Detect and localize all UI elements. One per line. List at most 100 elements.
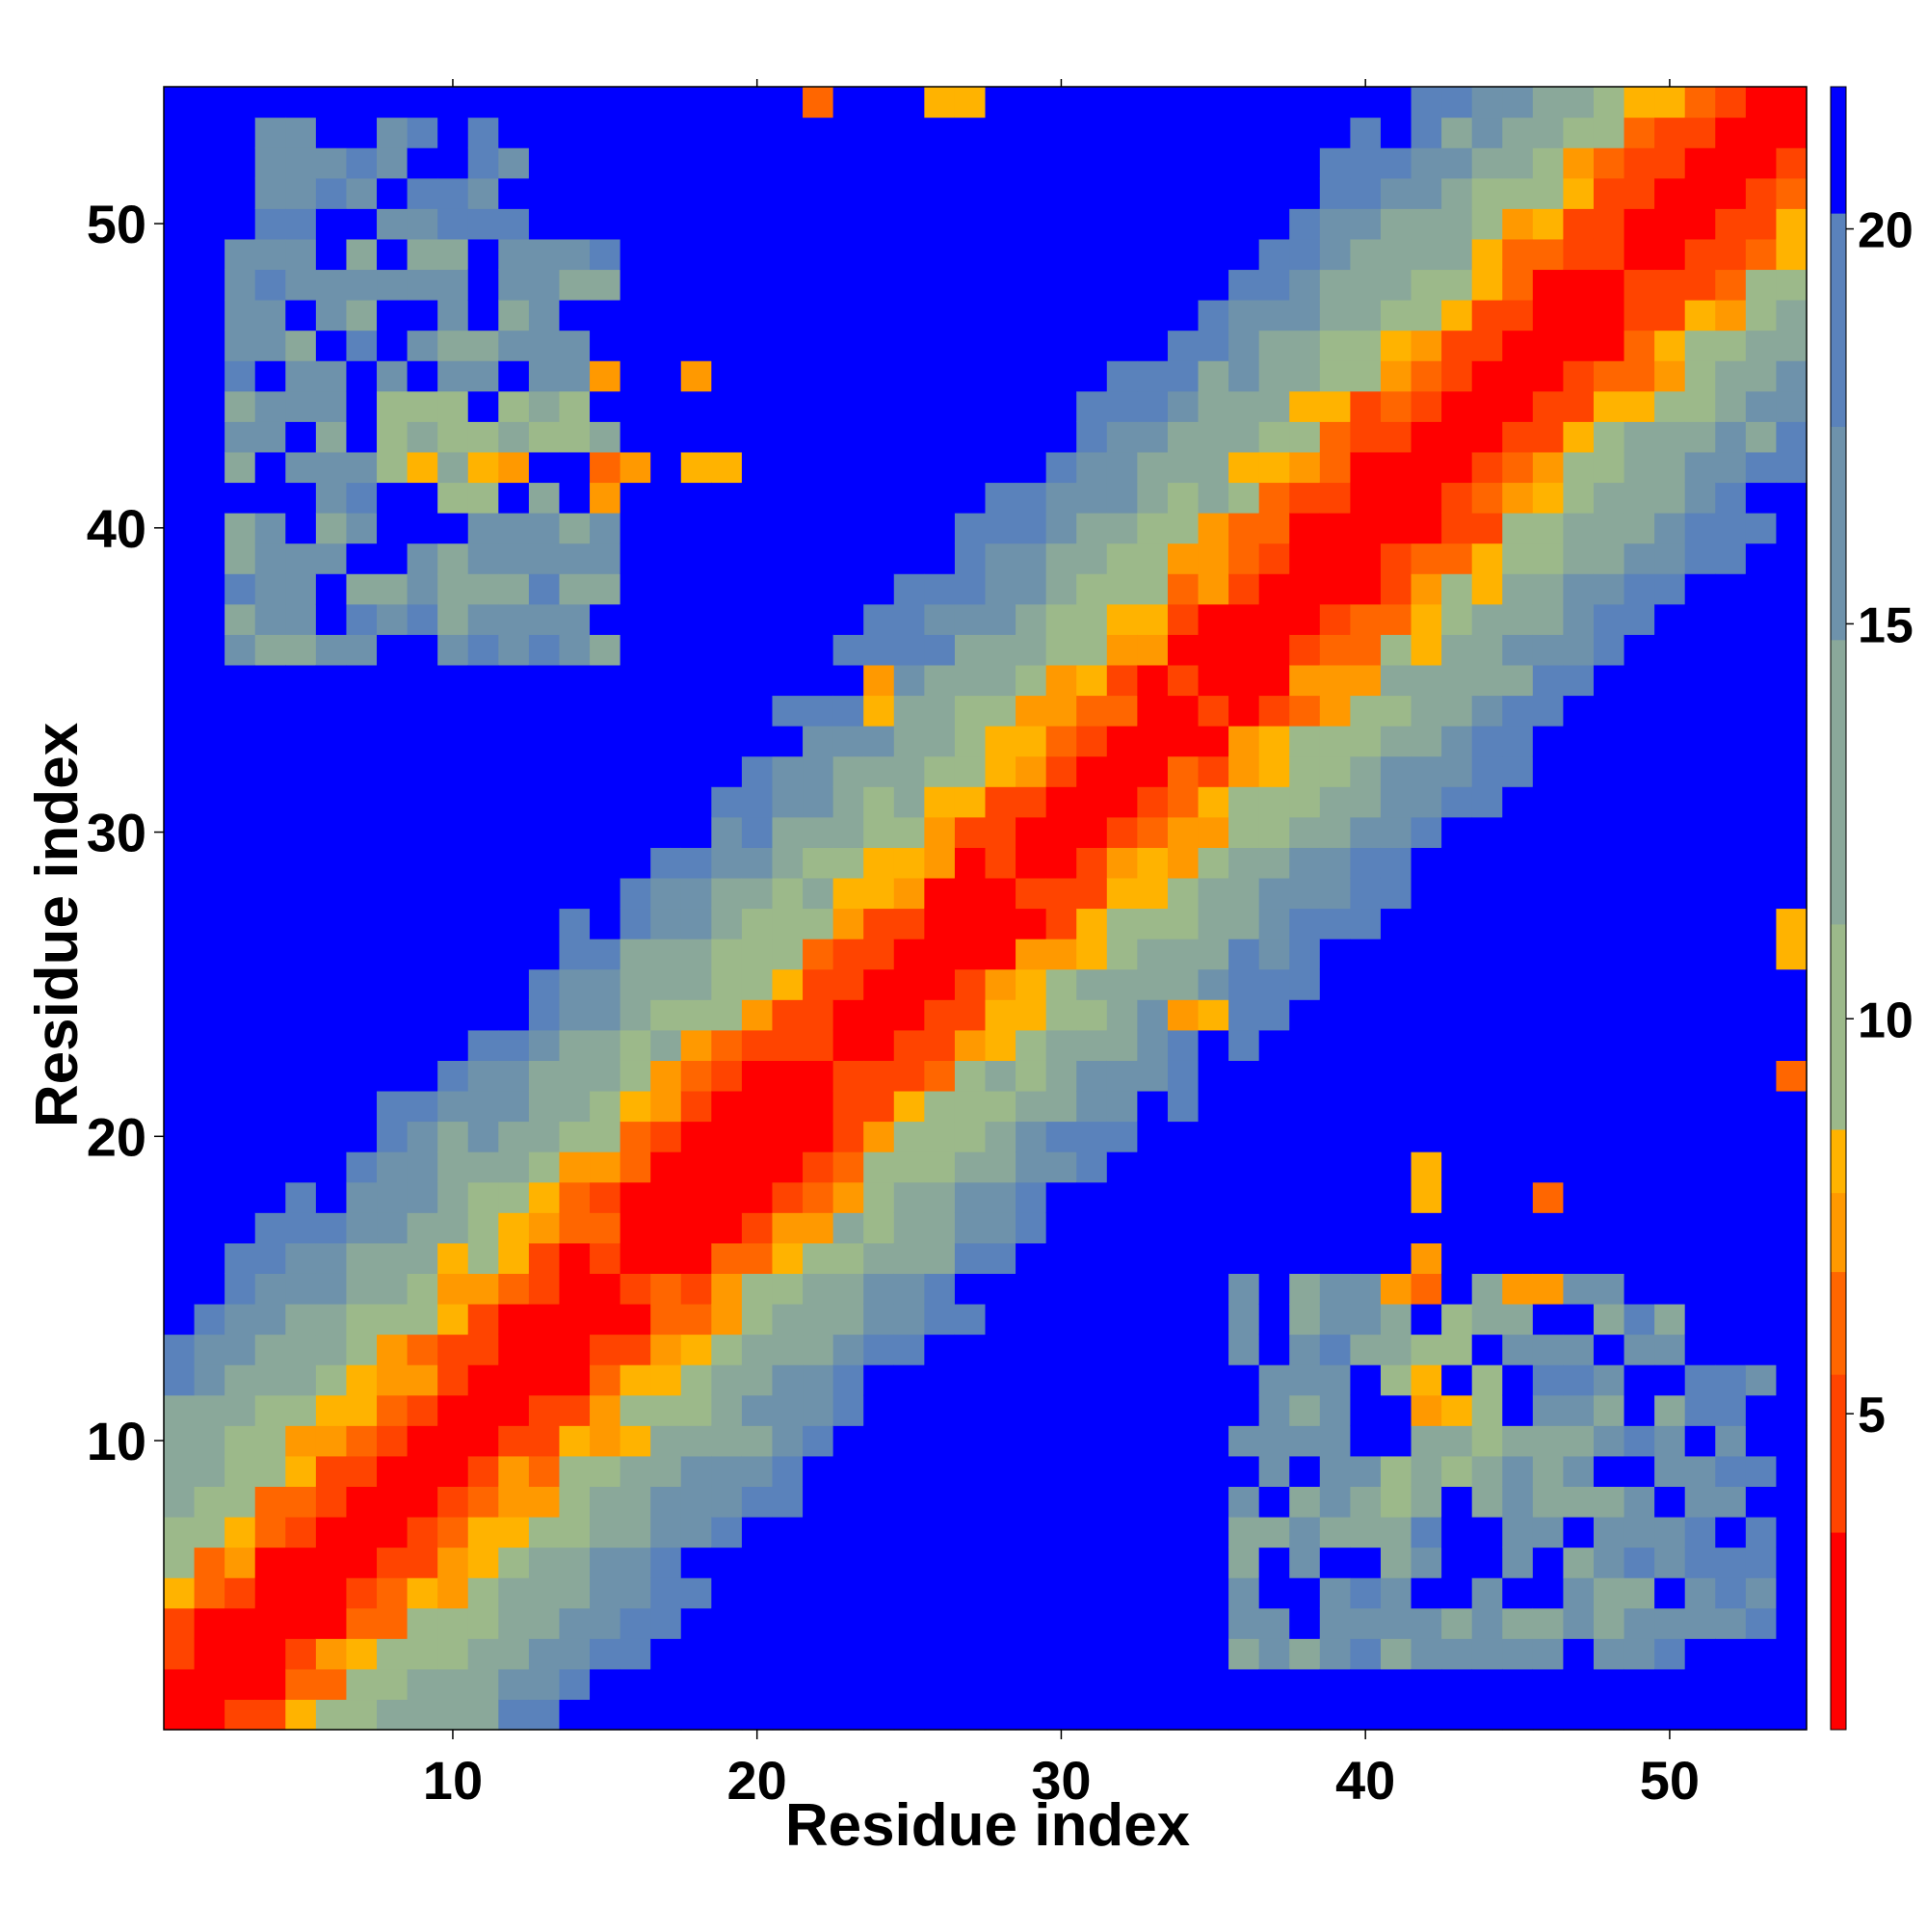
heatmap-cell xyxy=(1502,939,1534,970)
heatmap-cell xyxy=(1198,300,1229,331)
heatmap-cell xyxy=(1045,117,1077,148)
heatmap-cell xyxy=(346,1516,378,1548)
heatmap-cell xyxy=(1502,786,1534,818)
heatmap-cell xyxy=(1471,1699,1503,1731)
heatmap-cell xyxy=(1045,908,1077,940)
heatmap-cell xyxy=(315,999,348,1031)
heatmap-cell xyxy=(741,1121,774,1152)
heatmap-cell xyxy=(711,147,743,179)
heatmap-cell xyxy=(407,1699,438,1731)
heatmap-cell xyxy=(224,1303,256,1336)
heatmap-cell xyxy=(650,664,682,697)
heatmap-cell xyxy=(1441,634,1473,666)
heatmap-cell xyxy=(863,1425,895,1457)
heatmap-cell xyxy=(559,1029,591,1061)
heatmap-cell xyxy=(315,1303,348,1336)
heatmap-cell xyxy=(164,755,196,787)
heatmap-cell xyxy=(1502,1151,1534,1183)
heatmap-cell xyxy=(620,117,651,148)
heatmap-cell xyxy=(832,1181,864,1213)
heatmap-cell xyxy=(1684,1486,1716,1518)
heatmap-cell xyxy=(498,269,530,301)
heatmap-cell xyxy=(346,360,378,392)
heatmap-cell xyxy=(1563,451,1595,484)
heatmap-cell xyxy=(164,1547,196,1578)
heatmap-cell xyxy=(1198,1121,1229,1152)
heatmap-cell xyxy=(224,1638,256,1670)
heatmap-cell xyxy=(528,421,561,453)
heatmap-cell xyxy=(741,543,774,574)
heatmap-cell xyxy=(1502,330,1534,361)
heatmap-cell xyxy=(1106,238,1138,271)
heatmap-cell xyxy=(954,1334,987,1365)
heatmap-cell xyxy=(954,1090,987,1123)
heatmap-cell xyxy=(559,1151,591,1183)
heatmap-cell xyxy=(1016,726,1047,757)
heatmap-cell xyxy=(1776,1090,1808,1123)
heatmap-cell xyxy=(1715,1577,1747,1609)
heatmap-cell xyxy=(1076,1668,1108,1701)
heatmap-cell xyxy=(680,147,712,179)
heatmap-cell xyxy=(985,1181,1016,1213)
heatmap-cell xyxy=(1502,1394,1534,1426)
heatmap-cell xyxy=(1502,634,1534,666)
heatmap-cell xyxy=(1441,1577,1473,1609)
heatmap-cell xyxy=(650,573,682,605)
heatmap-cell xyxy=(1532,816,1564,848)
heatmap-cell xyxy=(741,603,774,635)
heatmap-cell xyxy=(1411,451,1442,484)
heatmap-cell xyxy=(1684,1455,1716,1487)
heatmap-cell xyxy=(863,1029,895,1061)
heatmap-cell xyxy=(1532,513,1564,544)
heatmap-cell xyxy=(680,755,712,787)
heatmap-cell xyxy=(1471,87,1503,119)
heatmap-cell xyxy=(1745,1242,1778,1274)
heatmap-cell xyxy=(924,1060,956,1092)
heatmap-cell xyxy=(1016,1607,1047,1639)
heatmap-cell xyxy=(346,1303,378,1336)
heatmap-cell xyxy=(954,1455,987,1487)
heatmap-cell xyxy=(1016,1455,1047,1487)
heatmap-cell xyxy=(1502,482,1534,514)
heatmap-cell xyxy=(985,421,1016,453)
colorbar-band xyxy=(1831,1192,1846,1273)
heatmap-cell xyxy=(1532,877,1564,910)
heatmap-cell xyxy=(893,300,925,331)
heatmap-cell xyxy=(924,1364,956,1396)
heatmap-cell xyxy=(954,1029,987,1061)
heatmap-cell xyxy=(164,451,196,484)
heatmap-cell xyxy=(1016,695,1047,727)
heatmap-cell xyxy=(1319,664,1351,697)
heatmap-cell xyxy=(1532,1638,1564,1670)
heatmap-cell xyxy=(1258,1455,1290,1487)
heatmap-cell xyxy=(1016,1212,1047,1244)
heatmap-cell xyxy=(863,360,895,392)
heatmap-cell xyxy=(467,1212,499,1244)
heatmap-cell xyxy=(1016,482,1047,514)
heatmap-cell xyxy=(559,1303,591,1336)
heatmap-cell xyxy=(832,634,864,666)
heatmap-cell xyxy=(528,634,561,666)
heatmap-cell xyxy=(1137,1547,1169,1578)
heatmap-cell xyxy=(1350,573,1382,605)
heatmap-cell xyxy=(1319,573,1351,605)
heatmap-cell xyxy=(711,1607,743,1639)
heatmap-cell xyxy=(377,603,409,635)
heatmap-cell xyxy=(711,695,743,727)
heatmap-cell xyxy=(772,1334,804,1365)
heatmap-cell xyxy=(285,421,317,453)
heatmap-cell xyxy=(437,1334,469,1365)
heatmap-cell xyxy=(467,1607,499,1639)
heatmap-cell xyxy=(772,451,804,484)
heatmap-cell xyxy=(1715,1607,1747,1639)
heatmap-cell xyxy=(315,847,348,879)
heatmap-cell xyxy=(650,786,682,818)
heatmap-cell xyxy=(832,908,864,940)
heatmap-cell xyxy=(224,513,256,544)
heatmap-cell xyxy=(1745,634,1778,666)
heatmap-cell xyxy=(954,117,987,148)
heatmap-cell xyxy=(1380,968,1412,1000)
heatmap-cell xyxy=(1593,634,1625,666)
heatmap-cell xyxy=(1167,1668,1200,1701)
heatmap-cell xyxy=(1715,1121,1747,1152)
